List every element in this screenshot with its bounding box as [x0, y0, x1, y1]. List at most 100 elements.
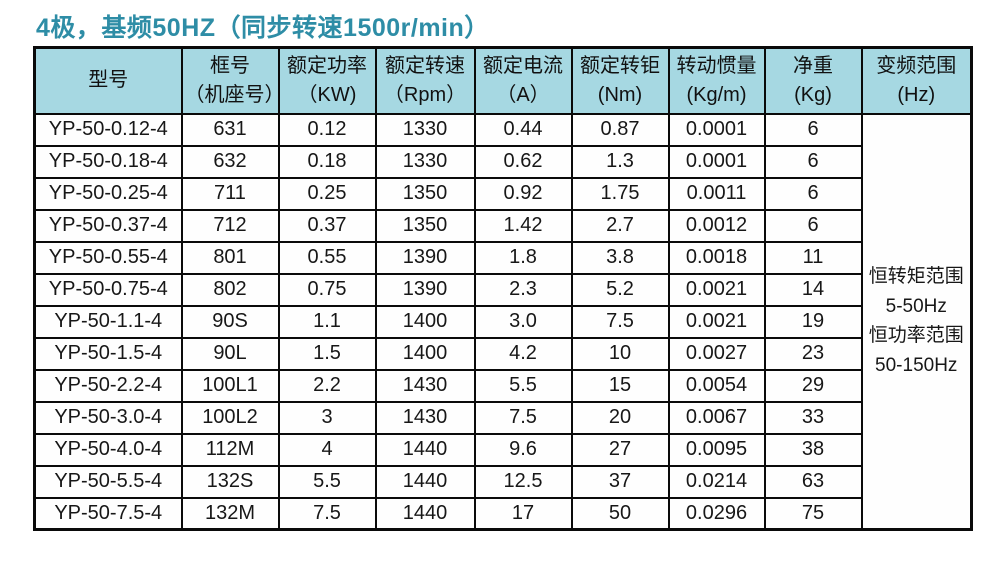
table-cell: YP-50-0.55-4 [33, 240, 183, 275]
table-cell: 7.5 [570, 304, 670, 339]
table-cell: 1330 [374, 112, 476, 147]
table-cell: 15 [570, 368, 670, 403]
column-header: 额定转速 （Rpm） [374, 46, 476, 115]
table-cell: 1390 [374, 272, 476, 307]
table-cell: 2.2 [277, 368, 377, 403]
table-cell: 0.18 [277, 144, 377, 179]
table-cell: 0.0021 [667, 304, 766, 339]
table-cell: 1350 [374, 208, 476, 243]
table-cell: 9.6 [473, 432, 573, 467]
table-cell: 1.75 [570, 176, 670, 211]
table-cell: 132M [180, 496, 280, 531]
table-cell: 37 [570, 464, 670, 499]
table-cell: YP-50-0.37-4 [33, 208, 183, 243]
table-cell: YP-50-3.0-4 [33, 400, 183, 435]
table-cell: 1390 [374, 240, 476, 275]
column-header: 额定功率 （KW) [277, 46, 377, 115]
column-header: 变频范围 (Hz) [860, 46, 973, 115]
table-row: YP-50-0.37-4 712 0.37 1350 1.42 2.7 0.0012 6 [33, 208, 972, 243]
table-cell: 802 [180, 272, 280, 307]
table-row: YP-50-0.55-4 801 0.55 1390 1.8 3.8 0.0018 11 [33, 240, 972, 275]
table-cell: 2.3 [473, 272, 573, 307]
table-cell: 0.37 [277, 208, 377, 243]
table-cell: 6 [763, 208, 863, 243]
table-cell: YP-50-5.5-4 [33, 464, 183, 499]
table-cell: YP-50-0.75-4 [33, 272, 183, 307]
column-header: 型号 [33, 46, 183, 115]
table-cell: 112M [180, 432, 280, 467]
table-cell: 1400 [374, 336, 476, 371]
table-row: YP-50-7.5-4 132M 7.5 1440 17 50 0.0296 75 [33, 496, 972, 531]
table-cell: 0.0018 [667, 240, 766, 275]
table-row: YP-50-3.0-4 100L2 3 1430 7.5 20 0.0067 33 [33, 400, 972, 435]
table-cell: 632 [180, 144, 280, 179]
table-row: YP-50-1.5-4 90L 1.5 1400 4.2 10 0.0027 23 [33, 336, 972, 371]
table-cell: 0.25 [277, 176, 377, 211]
table-cell: 7.5 [473, 400, 573, 435]
table-cell: 631 [180, 112, 280, 147]
table-cell: 27 [570, 432, 670, 467]
table-cell: 0.0214 [667, 464, 766, 499]
table-cell: 50 [570, 496, 670, 531]
table-cell: 0.0296 [667, 496, 766, 531]
table-cell: 29 [763, 368, 863, 403]
table-cell: 2.7 [570, 208, 670, 243]
table-cell: 33 [763, 400, 863, 435]
table-cell: 1350 [374, 176, 476, 211]
table-cell: 3 [277, 400, 377, 435]
table-cell: 0.0001 [667, 112, 766, 147]
table-row: YP-50-0.25-4 711 0.25 1350 0.92 1.75 0.0011 6 [33, 176, 972, 211]
table-cell: 20 [570, 400, 670, 435]
table-cell: 0.0012 [667, 208, 766, 243]
table-cell: 801 [180, 240, 280, 275]
table-cell: YP-50-0.18-4 [33, 144, 183, 179]
table-cell: 0.0021 [667, 272, 766, 307]
table-cell: YP-50-2.2-4 [33, 368, 183, 403]
header-row: 型号 框号 （机座号） 额定功率 （KW) 额定转速 （Rpm） 额定电流 （A） 额定转钜 (Nm… [33, 46, 973, 115]
table-cell: 90S [180, 304, 280, 339]
table-cell: 100L2 [180, 400, 280, 435]
table-cell: 0.0027 [667, 336, 766, 371]
column-header: 框号 （机座号） [180, 46, 280, 115]
table-cell: 132S [180, 464, 280, 499]
table-cell: 38 [763, 432, 863, 467]
table-cell: 711 [180, 176, 280, 211]
table-cell: YP-50-1.5-4 [33, 336, 183, 371]
table-cell: 3.8 [570, 240, 670, 275]
table-cell: 75 [763, 496, 863, 531]
table-cell: 12.5 [473, 464, 573, 499]
table-row: YP-50-0.18-4 632 0.18 1330 0.62 1.3 0.0001 6 [33, 144, 972, 179]
table-cell: 0.0067 [667, 400, 766, 435]
freq-range-cell: 恒转矩范围 5-50Hz 恒功率范围 50-150Hz [860, 112, 973, 531]
table-cell: 7.5 [277, 496, 377, 531]
table-cell: 0.12 [277, 112, 377, 147]
table-cell: 0.44 [473, 112, 573, 147]
table-cell: 1.3 [570, 144, 670, 179]
table-cell: 6 [763, 112, 863, 147]
table-cell: 1440 [374, 464, 476, 499]
table-cell: 1440 [374, 432, 476, 467]
table-cell: 0.0011 [667, 176, 766, 211]
table-cell: 5.2 [570, 272, 670, 307]
table-cell: 4.2 [473, 336, 573, 371]
table-cell: 23 [763, 336, 863, 371]
spec-table: 型号 框号 （机座号） 额定功率 （KW) 额定转速 （Rpm） 额定电流 （A） 额定转钜 (Nm… [33, 46, 973, 531]
table-cell: 0.0001 [667, 144, 766, 179]
table-cell: 14 [763, 272, 863, 307]
table-row: YP-50-5.5-4 132S 5.5 1440 12.5 37 0.0214 63 [33, 464, 972, 499]
column-header: 额定电流 （A） [473, 46, 573, 115]
table-cell: 1330 [374, 144, 476, 179]
table-cell: 3.0 [473, 304, 573, 339]
table-cell: 712 [180, 208, 280, 243]
table-cell: 4 [277, 432, 377, 467]
table-row: YP-50-0.12-4 631 0.12 1330 0.44 0.87 0.0001 6 恒转… [33, 112, 973, 531]
table-cell: 100L1 [180, 368, 280, 403]
table-cell: 0.87 [570, 112, 670, 147]
table-cell: 0.92 [473, 176, 573, 211]
table-row: YP-50-0.75-4 802 0.75 1390 2.3 5.2 0.0021 14 [33, 272, 972, 307]
table-row: YP-50-2.2-4 100L1 2.2 1430 5.5 15 0.0054 29 [33, 368, 972, 403]
table-cell: 0.0095 [667, 432, 766, 467]
table-cell: 1.1 [277, 304, 377, 339]
table-cell: YP-50-4.0-4 [33, 432, 183, 467]
column-header: 净重 (Kg) [763, 46, 863, 115]
